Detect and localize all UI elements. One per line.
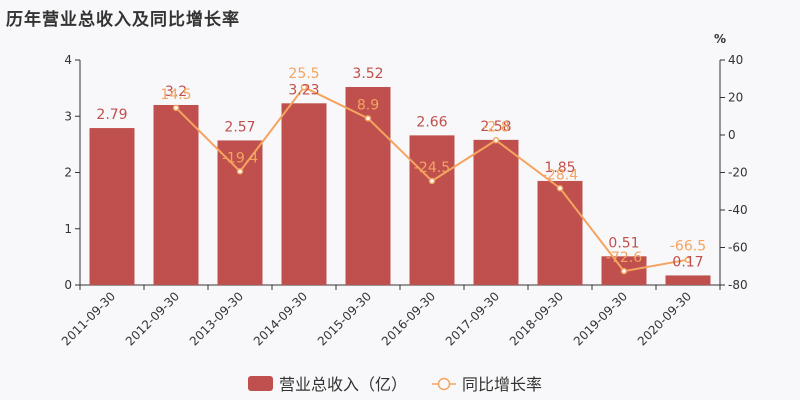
growth-rate-label: 14.5: [160, 87, 191, 103]
y-left-tick-label: 4: [64, 53, 72, 67]
bar-value-label: 3.2: [165, 84, 187, 100]
growth-rate-point: [172, 104, 180, 112]
bar-value-label: 2.58: [480, 119, 511, 135]
x-tick-label: 2017-09-30: [443, 289, 502, 348]
y-right-tick-label: -60: [728, 241, 748, 255]
growth-rate-point: [620, 267, 628, 275]
growth-rate-point: [300, 83, 308, 91]
bar: [217, 140, 263, 285]
x-tick-label: 2019-09-30: [571, 289, 630, 348]
x-tick-label: 2015-09-30: [315, 289, 374, 348]
legend-bar-swatch: [248, 376, 273, 391]
bar-value-label: 2.79: [96, 107, 127, 123]
bar: [473, 139, 519, 285]
y-right-unit-label: %: [714, 32, 726, 46]
growth-rate-label: 8.9: [357, 97, 379, 113]
growth-rate-label: -66.5: [670, 239, 706, 255]
y-right-tick-label: -40: [728, 203, 748, 217]
growth-rate-label: 25.5: [288, 66, 319, 82]
bar-value-label: 2.57: [224, 119, 255, 135]
growth-rate-point: [492, 137, 500, 144]
growth-rate-point: [684, 256, 692, 263]
y-right-tick-label: -80: [728, 278, 748, 292]
bar-value-label: 3.52: [352, 66, 383, 82]
y-right-tick-label: 0: [728, 128, 736, 142]
x-tick-label: 2011-09-30: [59, 289, 118, 348]
bar-value-label: 0.17: [672, 254, 703, 270]
legend-line-marker: [437, 377, 451, 391]
y-left-tick-label: 1: [64, 222, 72, 236]
growth-rate-label: -24.5: [414, 160, 450, 176]
y-right-tick-label: -20: [728, 166, 748, 180]
growth-rate-label: -72.6: [606, 250, 642, 266]
growth-rate-label: -2.8: [482, 119, 509, 135]
bar: [409, 135, 455, 285]
legend-line-label: 同比增长率: [462, 375, 542, 394]
legend-bar-label: 营业总收入（亿）: [279, 375, 407, 394]
y-left-tick-label: 3: [64, 109, 72, 123]
x-tick-label: 2016-09-30: [379, 289, 438, 348]
x-tick-label: 2020-09-30: [635, 289, 694, 348]
growth-rate-label: -19.4: [222, 150, 258, 166]
bar: [537, 180, 583, 285]
bar-value-label: 2.66: [416, 114, 447, 130]
growth-rate-point: [236, 168, 244, 175]
growth-rate-label: -28.4: [542, 167, 578, 183]
bar: [89, 128, 135, 285]
x-tick-label: 2018-09-30: [507, 289, 566, 348]
y-left-tick-label: 2: [64, 166, 72, 180]
chart-title: 历年营业总收入及同比增长率: [6, 10, 240, 30]
bar-value-label: 1.85: [544, 160, 575, 176]
growth-rate-point: [364, 115, 372, 122]
bar: [281, 103, 327, 285]
bar: [153, 105, 199, 285]
growth-rate-point: [556, 185, 564, 192]
growth-rate-point: [428, 177, 436, 185]
bar-value-label: 3.23: [288, 82, 319, 98]
bar: [665, 275, 711, 285]
x-tick-label: 2013-09-30: [187, 289, 246, 348]
y-right-tick-label: 40: [728, 53, 743, 67]
x-tick-label: 2014-09-30: [251, 289, 310, 348]
x-tick-label: 2012-09-30: [123, 289, 182, 348]
y-right-tick-label: 20: [728, 91, 743, 105]
bar-value-label: 0.51: [608, 235, 639, 251]
y-left-tick-label: 0: [64, 278, 72, 292]
